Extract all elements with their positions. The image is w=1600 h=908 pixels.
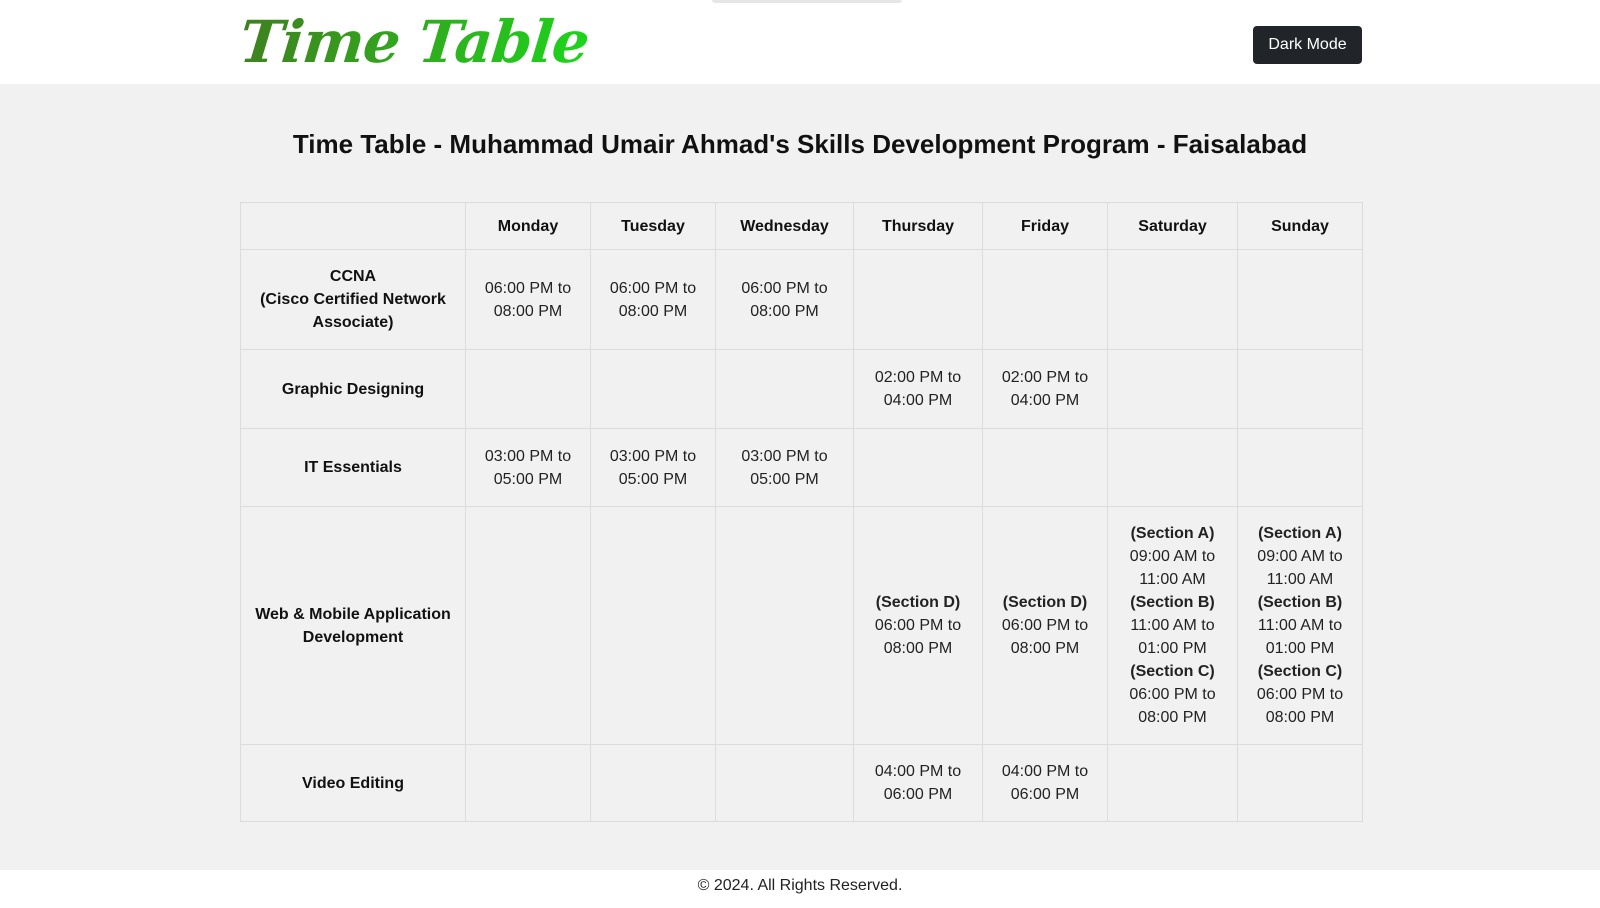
schedule-cell: 06:00 PM to 08:00 PM <box>465 249 591 350</box>
subject-cell: Graphic Designing <box>240 349 466 429</box>
dark-mode-button[interactable]: Dark Mode <box>1253 26 1362 64</box>
time-slot: 03:00 PM to 05:00 PM <box>741 447 828 488</box>
day-header-saturday: Saturday <box>1107 202 1238 250</box>
site-header: Time Table Dark Mode <box>0 0 1600 84</box>
section-label: (Section C) <box>1257 663 1343 680</box>
table-row: Graphic Designing 02:00 PM to 04:00 PM 02:… <box>240 349 1363 429</box>
copyright-text: © 2024. All Rights Reserved. <box>697 877 903 894</box>
time-slot: 11:00 AM to 01:00 PM <box>1130 617 1215 657</box>
time-slot: 04:00 PM to 06:00 PM <box>874 763 962 803</box>
subject-cell: Web & Mobile Application Development <box>240 506 466 745</box>
subject-name: CCNA <box>329 268 377 285</box>
schedule-cell <box>1107 428 1238 507</box>
schedule-cell: 03:00 PM to 05:00 PM <box>715 428 854 507</box>
schedule-cell: 02:00 PM to 04:00 PM <box>982 349 1108 429</box>
schedule-cell <box>715 349 854 429</box>
schedule-cell: 02:00 PM to 04:00 PM <box>853 349 983 429</box>
schedule-cell: 06:00 PM to 08:00 PM <box>715 249 854 350</box>
time-slot: 06:00 PM to 08:00 PM <box>874 617 962 657</box>
corner-cell <box>240 202 466 250</box>
time-slot: 02:00 PM to 04:00 PM <box>874 369 962 409</box>
schedule-cell <box>1107 249 1238 350</box>
schedule-cell: (Section A) 09:00 AM to 11:00 AM (Section … <box>1237 506 1363 745</box>
time-slot: 06:00 PM to 08:00 PM <box>741 279 828 320</box>
day-header-tuesday: Tuesday <box>590 202 716 250</box>
section-label: (Section B) <box>1130 594 1215 611</box>
time-slot: 06:00 PM to 08:00 PM <box>1256 686 1344 726</box>
time-slot: 03:00 PM to 05:00 PM <box>609 447 697 488</box>
schedule-cell: (Section D) 06:00 PM to 08:00 PM <box>853 506 983 745</box>
schedule-cell <box>590 506 716 745</box>
table-row: IT Essentials 03:00 PM to 05:00 PM 03:00 P… <box>240 428 1363 507</box>
subject-name: IT Essentials <box>304 459 402 476</box>
page-title: Time Table - Muhammad Umair Ahmad's Skil… <box>292 129 1308 159</box>
time-slot: 09:00 AM to 11:00 AM <box>1257 548 1343 588</box>
subject-name: Graphic Designing <box>281 380 425 398</box>
site-footer: © 2024. All Rights Reserved. <box>0 870 1600 908</box>
subject-cell: Video Editing <box>240 744 466 822</box>
schedule-cell <box>982 428 1108 507</box>
time-slot: 06:00 PM to 08:00 PM <box>1001 617 1089 657</box>
section-label: (Section C) <box>1130 663 1215 680</box>
time-slot: 06:00 PM to 08:00 PM <box>609 279 697 320</box>
schedule-cell: (Section D) 06:00 PM to 08:00 PM <box>982 506 1108 745</box>
schedule-cell <box>1107 349 1238 429</box>
day-header-thursday: Thursday <box>853 202 983 250</box>
schedule-cell: 04:00 PM to 06:00 PM <box>982 744 1108 822</box>
schedule-cell <box>1237 249 1363 350</box>
table-header-row: Monday Tuesday Wednesday Thursday Friday… <box>240 202 1363 250</box>
schedule-cell <box>590 744 716 822</box>
schedule-cell <box>715 506 854 745</box>
table-row: Video Editing 04:00 PM to 06:00 PM 04:00 P… <box>240 744 1363 822</box>
time-slot: 11:00 AM to 01:00 PM <box>1257 617 1343 657</box>
schedule-cell <box>853 428 983 507</box>
schedule-cell <box>1237 744 1363 822</box>
subject-cell: IT Essentials <box>240 428 466 507</box>
table-row: Web & Mobile Application Development (Sec… <box>240 506 1363 745</box>
subject-cell: CCNA (Cisco Certified Network Associate) <box>240 249 466 350</box>
day-header-sunday: Sunday <box>1237 202 1363 250</box>
day-header-monday: Monday <box>465 202 591 250</box>
table-row: CCNA (Cisco Certified Network Associate) 0… <box>240 249 1363 350</box>
subject-name: (Cisco Certified Network Associate) <box>260 291 446 331</box>
time-slot: 06:00 PM to 08:00 PM <box>484 279 572 320</box>
section-label: (Section D) <box>875 594 961 611</box>
day-header-wednesday: Wednesday <box>715 202 854 250</box>
subject-name: Web & Mobile Application Development <box>255 605 451 646</box>
section-label: (Section A) <box>1258 525 1342 542</box>
timetable: Monday Tuesday Wednesday Thursday Friday… <box>240 202 1363 822</box>
section-label: (Section B) <box>1257 594 1343 611</box>
schedule-cell <box>465 349 591 429</box>
schedule-cell <box>1237 349 1363 429</box>
time-slot: 02:00 PM to 04:00 PM <box>1001 369 1089 409</box>
schedule-cell <box>465 506 591 745</box>
time-slot: 04:00 PM to 06:00 PM <box>1001 763 1089 803</box>
schedule-cell: 03:00 PM to 05:00 PM <box>465 428 591 507</box>
schedule-cell: 06:00 PM to 08:00 PM <box>590 249 716 350</box>
schedule-cell: 03:00 PM to 05:00 PM <box>590 428 716 507</box>
schedule-cell <box>982 249 1108 350</box>
schedule-cell <box>853 249 983 350</box>
time-slot: 06:00 PM to 08:00 PM <box>1129 686 1216 726</box>
schedule-cell: (Section A) 09:00 AM to 11:00 AM (Section … <box>1107 506 1238 745</box>
schedule-cell <box>590 349 716 429</box>
schedule-cell <box>1237 428 1363 507</box>
time-slot: 03:00 PM to 05:00 PM <box>484 447 572 488</box>
day-header-friday: Friday <box>982 202 1108 250</box>
section-label: (Section A) <box>1130 525 1215 542</box>
time-slot: 09:00 AM to 11:00 AM <box>1129 548 1216 588</box>
subject-name: Video Editing <box>302 774 404 792</box>
schedule-cell <box>465 744 591 822</box>
section-label: (Section D) <box>1002 594 1088 611</box>
site-logo[interactable]: Time Table <box>236 8 592 76</box>
schedule-cell <box>1107 744 1238 822</box>
schedule-cell: 04:00 PM to 06:00 PM <box>853 744 983 822</box>
scroll-indicator <box>712 0 902 3</box>
schedule-cell <box>715 744 854 822</box>
